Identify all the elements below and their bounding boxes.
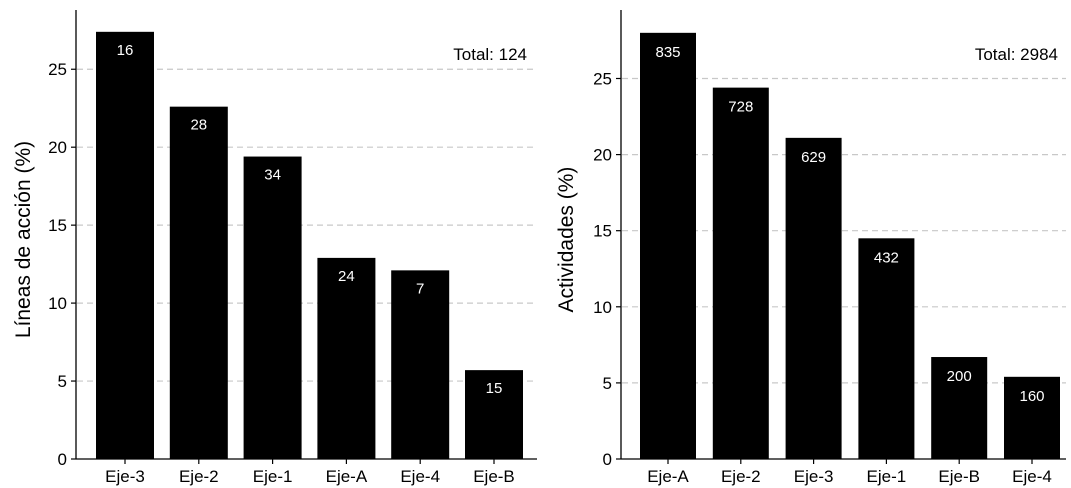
bar-value-label: 432 xyxy=(874,249,899,266)
total-annotation: Total: 124 xyxy=(453,45,527,64)
bar-value-label: 160 xyxy=(1019,388,1044,405)
bar-eje-2 xyxy=(169,106,228,459)
bar-value-label: 629 xyxy=(801,149,826,166)
bar-value-label: 16 xyxy=(117,42,134,59)
x-tick-label: Eje-3 xyxy=(794,467,834,486)
x-tick-label: Eje-B xyxy=(473,467,515,486)
bar-value-label: 200 xyxy=(947,368,972,385)
bar-eje-1 xyxy=(858,238,915,459)
bar-value-label: 34 xyxy=(264,167,281,184)
y-tick-label: 5 xyxy=(58,372,67,391)
y-tick-label: 0 xyxy=(603,450,612,469)
bar-eje-2 xyxy=(712,87,769,460)
chart-panel-1: 16 Eje-3 28 Eje-2 34 Eje-1 24 Eje-A 7 Eje-4 15 Eje-… xyxy=(12,10,537,486)
y-tick-label: 10 xyxy=(48,294,67,313)
x-tick-label: Eje-A xyxy=(326,467,368,486)
bar-value-label: 28 xyxy=(190,117,207,134)
y-tick-label: 25 xyxy=(48,60,67,79)
x-tick-label: Eje-2 xyxy=(721,467,761,486)
bar-eje-b xyxy=(931,357,988,459)
total-annotation: Total: 2984 xyxy=(975,45,1058,64)
bar-eje-4 xyxy=(391,270,450,459)
y-tick-label: 20 xyxy=(48,138,67,157)
chart-panel-2: 835Eje-A728Eje-2629Eje-3432Eje-1200Eje-B… xyxy=(555,10,1066,486)
y-tick-label: 15 xyxy=(48,216,67,235)
y-tick-label: 0 xyxy=(58,450,67,469)
x-tick-label: Eje-2 xyxy=(179,467,219,486)
bar-value-label: 835 xyxy=(655,44,680,61)
x-tick-label: Eje-1 xyxy=(253,467,293,486)
y-tick-label: 10 xyxy=(593,298,612,317)
y-tick-label: 25 xyxy=(593,69,612,88)
bar-eje-a xyxy=(317,257,376,459)
bar-value-label: 15 xyxy=(486,380,503,397)
x-tick-label: Eje-1 xyxy=(867,467,907,486)
y-axis-title: Actividades (%) xyxy=(555,167,578,313)
bar-eje-a xyxy=(640,32,696,460)
bar-eje-3 xyxy=(785,137,842,460)
bar-eje-3 xyxy=(96,31,154,460)
y-tick-label: 20 xyxy=(593,146,612,165)
x-tick-label: Eje-3 xyxy=(105,467,145,486)
bar-eje-1 xyxy=(243,156,302,459)
bar-eje-4 xyxy=(1004,376,1060,459)
x-tick-label: Eje-4 xyxy=(1012,467,1052,486)
bar-value-label: 24 xyxy=(338,268,355,285)
x-tick-label: Eje-B xyxy=(938,467,980,486)
y-tick-label: 5 xyxy=(603,374,612,393)
x-tick-label: Eje-4 xyxy=(400,467,440,486)
x-tick-label: Eje-A xyxy=(647,467,689,486)
bar-eje-b xyxy=(465,370,523,459)
bar-value-label: 7 xyxy=(416,280,424,297)
y-tick-label: 15 xyxy=(593,222,612,241)
bar-value-label: 728 xyxy=(728,99,753,116)
y-axis-title: Líneas de acción (%) xyxy=(12,141,35,338)
